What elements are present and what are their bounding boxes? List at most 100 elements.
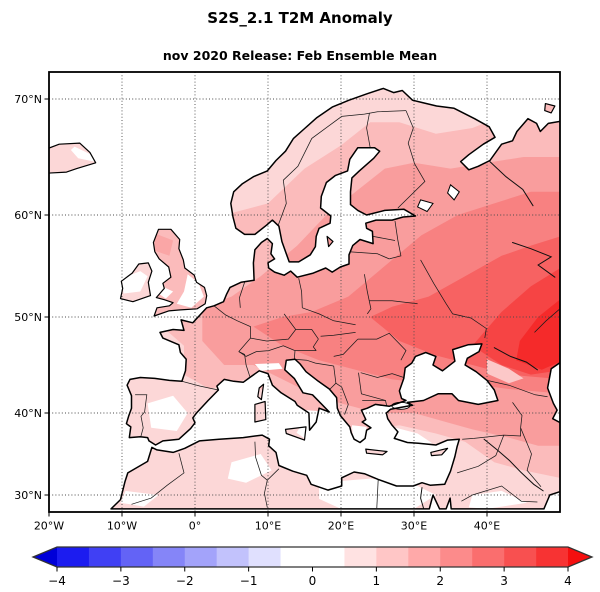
graticule: [49, 72, 560, 512]
colorbar-segment: [120, 547, 154, 567]
anomaly-blob: [254, 363, 283, 371]
lat-tick-label: 60°N: [14, 209, 42, 222]
coastline-island: [326, 235, 334, 248]
colorbar: −4 −3 −2 −1 0 1 2 3 4: [31, 546, 594, 588]
colorbar-tick-label: 4: [564, 574, 572, 588]
country-border-line: [277, 110, 407, 226]
country-border-line: [131, 453, 185, 505]
rivers: [420, 161, 556, 509]
country-border-line: [333, 338, 359, 357]
country-border-line: [302, 307, 356, 326]
figure-subtitle: nov 2020 Release: Feb Ensemble Mean: [162, 48, 438, 63]
country-border-line: [420, 259, 487, 339]
lake: [447, 183, 460, 201]
colorbar-segment: [57, 547, 90, 567]
country-border-line: [397, 110, 426, 209]
lon-tick-label: 10°W: [107, 520, 137, 533]
plot-frame: [48, 71, 561, 513]
colorbar-tick-label: −1: [240, 574, 258, 588]
colorbar-tick-label: −3: [112, 574, 130, 588]
colorbar-tick-label: −4: [48, 574, 66, 588]
lon-tick-label: 30°E: [401, 520, 427, 533]
colorbar-tick-label: −2: [176, 574, 194, 588]
country-border-line: [456, 434, 505, 474]
coastline-island: [430, 447, 449, 457]
coastline-island: [544, 103, 556, 114]
country-border-line: [264, 468, 280, 508]
lat-tick-label: 70°N: [14, 93, 42, 106]
colorbar-segment: [376, 547, 409, 567]
anomaly-blob: [70, 146, 95, 162]
river-line: [420, 487, 424, 509]
colorbar-segment: [472, 547, 505, 567]
colorbar-segment: [280, 547, 313, 567]
coastline-island: [254, 400, 267, 423]
country-border-line: [373, 236, 396, 241]
country-border-line: [294, 358, 334, 367]
river-line: [493, 347, 538, 371]
colorbar-right-arrow: [568, 547, 592, 567]
lon-tick-label: 0°: [189, 520, 202, 533]
country-border-line: [181, 380, 219, 391]
colorbar-segment: [88, 547, 122, 567]
country-border-line: [335, 382, 349, 405]
lat-tick-label: 30°N: [14, 489, 42, 502]
coastline-island: [284, 426, 307, 441]
country-border-line: [344, 404, 349, 415]
country-border-line: [358, 372, 386, 401]
lon-tick-label: 20°W: [34, 520, 64, 533]
country-border-line: [298, 278, 303, 308]
country-border-line: [376, 479, 379, 509]
coastline-island: [365, 448, 388, 456]
page-title: S2S_2.1 T2M Anomaly: [207, 9, 393, 27]
axes: 70°N 60°N 50°N 40°N 30°N 20°W 10°W 0° 10°E 20°E 30…: [14, 93, 500, 533]
colorbar-segment: [408, 547, 441, 567]
colorbar-left-arrow: [33, 547, 57, 567]
colorbar-segment: [536, 547, 569, 567]
country-border-line: [364, 274, 372, 315]
lat-tick-label: 50°N: [14, 311, 42, 324]
colorbar-segment: [248, 547, 281, 567]
country-border-line: [348, 251, 390, 260]
country-border-line: [389, 221, 402, 260]
country-border-line: [250, 329, 296, 342]
river-line: [489, 161, 534, 207]
colorbar-tick-label: 0: [309, 574, 317, 588]
country-border-line: [135, 394, 148, 437]
country-borders: [131, 110, 560, 509]
river-line: [512, 242, 556, 278]
colorbar-tick-label: 2: [436, 574, 444, 588]
anomaly-blob: [468, 490, 528, 509]
country-border-line: [320, 332, 356, 337]
colorbar-segment: [216, 547, 249, 567]
colorbar-segment: [504, 547, 537, 567]
country-border-line: [213, 305, 251, 352]
lat-tick-label: 40°N: [14, 407, 42, 420]
country-border-line: [366, 112, 371, 148]
country-border-line: [461, 485, 538, 503]
anomaly-blob: [393, 427, 433, 445]
lon-tick-label: 40°E: [474, 520, 500, 533]
colorbar-segment: [312, 547, 345, 567]
coastline-island: [49, 142, 97, 174]
country-border-line: [360, 372, 404, 378]
coastline-mainland: [110, 87, 560, 510]
country-border-line: [362, 400, 388, 408]
colorbar-segment: [344, 547, 377, 567]
anomaly-blob: [487, 359, 524, 384]
colorbar-segment: [184, 547, 217, 567]
country-border-line: [512, 402, 523, 428]
colorbar-tick-label: 3: [500, 574, 508, 588]
anomaly-blob: [516, 296, 560, 370]
country-border-line: [534, 308, 560, 333]
river-line: [483, 438, 544, 492]
country-border-line: [283, 313, 319, 340]
country-border-line: [486, 380, 548, 398]
colorbar-segment: [440, 547, 473, 567]
lon-tick-label: 10°E: [255, 520, 281, 533]
coastline-island: [257, 383, 265, 401]
coastline-island: [119, 262, 153, 303]
coastline-island: [152, 228, 208, 317]
